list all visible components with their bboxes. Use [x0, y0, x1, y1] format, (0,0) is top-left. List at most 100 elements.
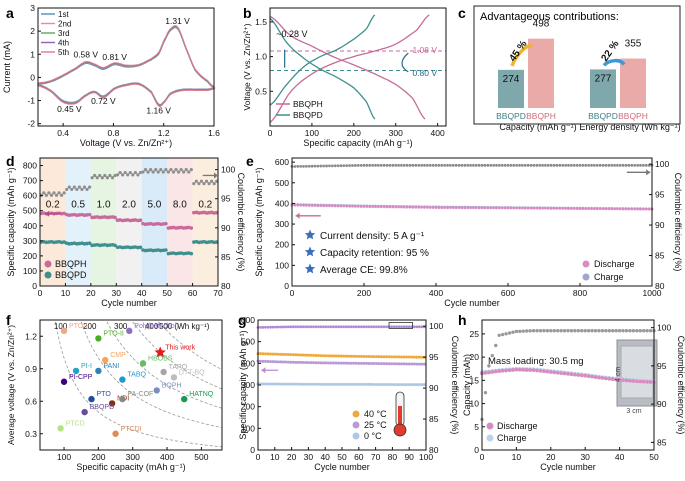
energy-contour — [106, 321, 223, 409]
datapoint-ce — [310, 164, 314, 168]
datapoint-0C — [264, 382, 268, 386]
datapoint-ce — [342, 164, 346, 168]
datapoint-ce — [417, 325, 421, 329]
datapoint-ce — [402, 325, 406, 329]
datapoint-0C — [329, 382, 333, 386]
datapoint-ce — [110, 176, 115, 180]
panel-b-xtick-label: 400 — [431, 128, 445, 138]
datapoint-ce — [545, 329, 550, 333]
datapoint-discharge — [313, 204, 317, 207]
datapoint-ce — [614, 329, 618, 333]
datapoint-discharge — [509, 206, 513, 210]
datapoint-ce — [95, 176, 99, 180]
datapoint-discharge — [365, 205, 369, 208]
datapoint-0C — [299, 382, 303, 386]
datapoint-discharge — [549, 206, 553, 210]
panel-g-y2tick-label: 90 — [429, 383, 439, 393]
datapoint-ce — [647, 163, 651, 167]
datapoint-ce — [322, 325, 325, 329]
datapoint-25C — [314, 361, 318, 365]
legend-marker-0C — [352, 432, 360, 440]
datapoint-40C — [259, 352, 263, 356]
datapoint-25C — [339, 361, 343, 365]
datapoint-ce — [113, 173, 117, 178]
legend-label-3rd: 3rd — [58, 29, 70, 38]
panel-d-xtick-label: 20 — [86, 288, 96, 298]
datapoint-25C — [364, 361, 368, 365]
panel-d-y2tick-label: 85 — [221, 252, 231, 262]
datapoint-ce — [72, 185, 76, 189]
datapoint-ce — [67, 185, 71, 189]
datapoint-0C — [301, 382, 305, 386]
datapoint-discharge — [634, 379, 639, 384]
panel-e-ytick-label: 500 — [275, 178, 289, 188]
datapoint-discharge — [546, 206, 550, 210]
datapoint-discharge — [497, 206, 501, 210]
datapoint-ce — [564, 163, 567, 167]
panel-h-y2tick-label: 90 — [657, 399, 667, 409]
panel-e-ylabel2: Coulombic efficiency (%) — [673, 173, 683, 272]
datapoint-40C — [374, 355, 378, 359]
datapoint-25C — [264, 359, 268, 363]
datapoint-discharge — [555, 206, 559, 210]
panel-h-ytick-label: 25 — [470, 329, 480, 339]
datapoint-ce — [371, 163, 375, 167]
datapoint-ce — [264, 325, 267, 329]
datapoint-bbqpd — [87, 241, 92, 246]
datapoint-ce — [333, 164, 337, 168]
datapoint-discharge — [548, 370, 553, 374]
datapoint-ce — [469, 163, 472, 167]
legend-marker-BBQPD — [44, 271, 52, 279]
datapoint-0C — [415, 383, 419, 387]
datapoint-ce — [182, 170, 186, 174]
datapoint-discharge — [545, 369, 550, 374]
datapoint-40C — [400, 355, 404, 359]
datapoint-discharge — [593, 375, 598, 380]
rate-band — [167, 158, 193, 286]
point-label: PTO-I — [69, 323, 88, 330]
panel-a-ytick-label: 1 — [30, 49, 35, 59]
panel-d-ytick-label: 0 — [32, 281, 37, 291]
datapoint-discharge — [460, 206, 464, 210]
panel-d-frame — [39, 157, 219, 287]
datapoint-40C — [332, 354, 336, 358]
peak-annotation: 0.45 V — [57, 104, 82, 114]
datapoint-discharge — [528, 368, 533, 372]
pouch-cell-film — [620, 345, 654, 399]
bar-value: 498 — [533, 19, 550, 30]
datapoint-ce — [126, 173, 130, 177]
panel-g-xtick-label: 70 — [371, 452, 381, 462]
panel-f-xlabel: Specific capacity (mAh g⁻¹) — [76, 462, 185, 472]
datapoint-25C — [316, 361, 320, 365]
datapoint-ce — [289, 325, 293, 329]
datapoint-ce — [82, 185, 87, 189]
datapoint-0C — [387, 383, 391, 387]
datapoint-discharge — [576, 373, 581, 377]
datapoint-ce — [621, 163, 625, 167]
datapoint-40C — [314, 353, 318, 357]
energy-contour — [158, 321, 223, 370]
datapoint-25C — [261, 359, 265, 363]
datapoint-discharge — [610, 377, 615, 382]
datapoint-discharge — [607, 207, 611, 211]
datapoint-ce — [314, 325, 318, 329]
point-marker-TAPQ — [160, 368, 167, 376]
datapoint-ce — [115, 173, 120, 177]
datapoint-ce — [600, 329, 605, 333]
datapoint-ce — [279, 325, 283, 329]
datapoint-ce — [420, 325, 424, 329]
point-label: DTT-BQ — [179, 369, 205, 376]
datapoint-discharge — [523, 206, 527, 210]
datapoint-discharge — [567, 207, 570, 210]
datapoint-ce — [380, 325, 383, 329]
legend-label-BBQPH: BBQPH — [293, 99, 323, 109]
datapoint-ce — [309, 325, 313, 329]
datapoint-40C — [337, 354, 341, 358]
panel-h-y2tick-label: 85 — [657, 437, 667, 447]
datapoint-ce — [261, 325, 265, 329]
datapoint-discharge — [293, 203, 297, 207]
panel-d-ylabel2: Coulombic efficiency (%) — [236, 173, 246, 272]
datapoint-discharge — [377, 205, 380, 209]
datapoint-ce — [259, 325, 262, 329]
panel-e-y2tick-label: 85 — [655, 251, 665, 261]
